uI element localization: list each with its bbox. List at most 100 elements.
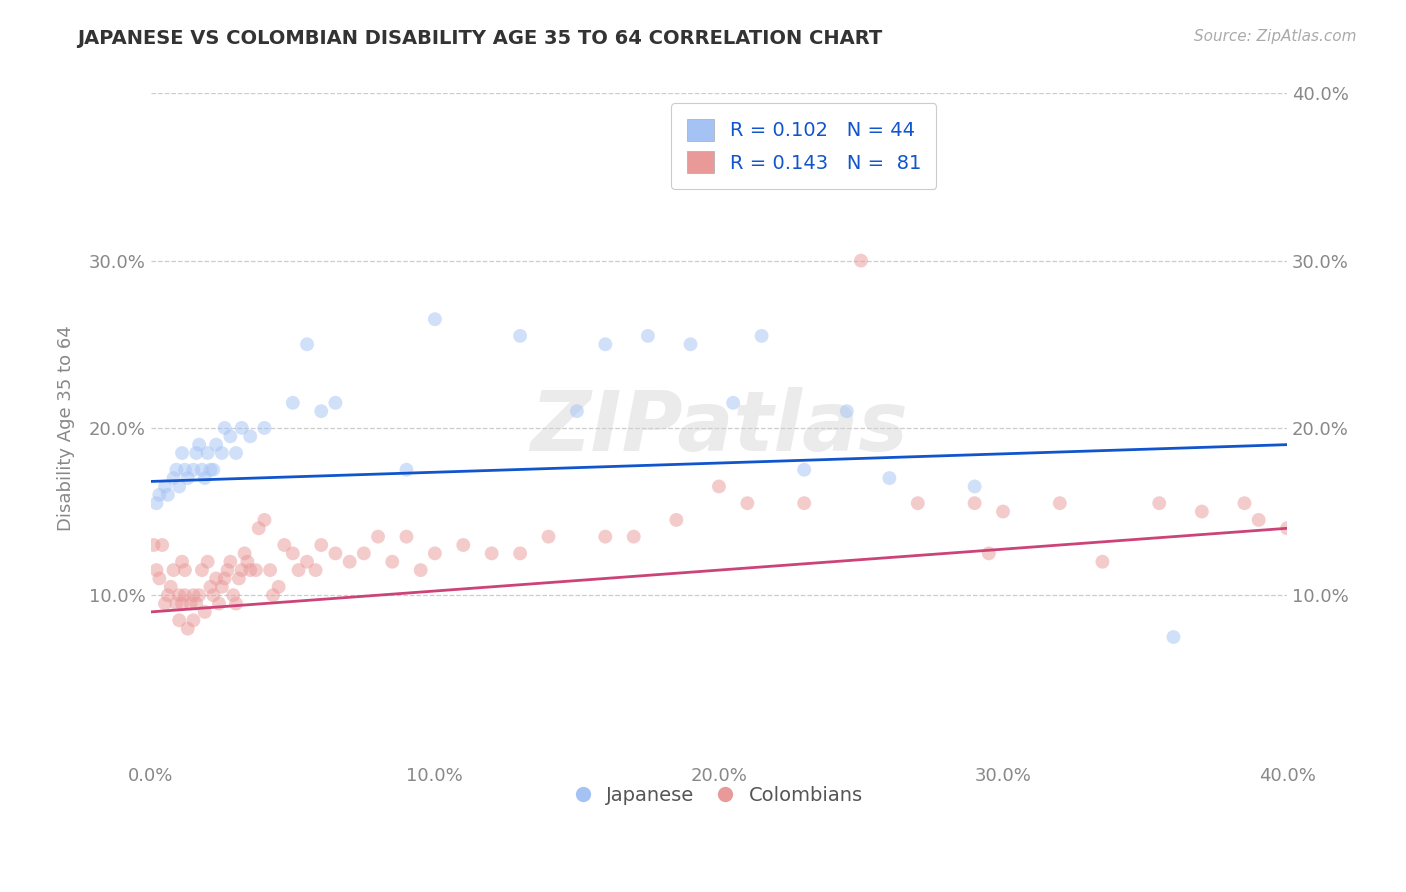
Point bbox=[325, 396, 347, 410]
Point bbox=[309, 538, 332, 552]
Point bbox=[153, 479, 176, 493]
Point bbox=[1163, 630, 1185, 644]
Point bbox=[200, 463, 222, 477]
Point bbox=[295, 337, 318, 351]
Point bbox=[879, 471, 901, 485]
Point bbox=[1275, 521, 1298, 535]
Point bbox=[170, 555, 193, 569]
Point bbox=[835, 404, 858, 418]
Point bbox=[679, 337, 702, 351]
Point bbox=[262, 588, 284, 602]
Point bbox=[214, 421, 236, 435]
Point bbox=[453, 538, 475, 552]
Point bbox=[177, 471, 200, 485]
Point bbox=[1149, 496, 1171, 510]
Point bbox=[174, 588, 197, 602]
Point bbox=[194, 605, 217, 619]
Point bbox=[150, 538, 173, 552]
Point bbox=[205, 437, 228, 451]
Point bbox=[423, 312, 446, 326]
Point bbox=[381, 555, 404, 569]
Point bbox=[509, 546, 531, 560]
Point bbox=[793, 496, 815, 510]
Point bbox=[977, 546, 1000, 560]
Point bbox=[191, 463, 214, 477]
Point bbox=[186, 446, 208, 460]
Point bbox=[245, 563, 267, 577]
Point bbox=[162, 563, 184, 577]
Point bbox=[170, 446, 193, 460]
Point bbox=[188, 588, 211, 602]
Point bbox=[219, 429, 242, 443]
Point bbox=[737, 496, 759, 510]
Point bbox=[253, 513, 276, 527]
Point bbox=[214, 572, 236, 586]
Point bbox=[233, 546, 256, 560]
Point bbox=[145, 563, 167, 577]
Point bbox=[194, 471, 217, 485]
Point bbox=[165, 597, 187, 611]
Point bbox=[253, 421, 276, 435]
Point bbox=[156, 588, 179, 602]
Point bbox=[231, 563, 253, 577]
Point bbox=[595, 337, 617, 351]
Point bbox=[236, 555, 259, 569]
Point bbox=[148, 572, 170, 586]
Y-axis label: Disability Age 35 to 64: Disability Age 35 to 64 bbox=[58, 325, 75, 531]
Point bbox=[177, 622, 200, 636]
Point bbox=[721, 396, 744, 410]
Point bbox=[167, 479, 190, 493]
Point bbox=[353, 546, 375, 560]
Point bbox=[183, 463, 205, 477]
Point bbox=[180, 597, 202, 611]
Point bbox=[295, 555, 318, 569]
Point bbox=[211, 446, 233, 460]
Point bbox=[186, 597, 208, 611]
Point bbox=[153, 597, 176, 611]
Point bbox=[1049, 496, 1071, 510]
Point bbox=[208, 597, 231, 611]
Point bbox=[1247, 513, 1270, 527]
Point bbox=[202, 588, 225, 602]
Point bbox=[225, 446, 247, 460]
Point bbox=[595, 530, 617, 544]
Point bbox=[565, 404, 588, 418]
Point bbox=[259, 563, 281, 577]
Point bbox=[273, 538, 295, 552]
Point bbox=[183, 613, 205, 627]
Point bbox=[197, 446, 219, 460]
Point bbox=[481, 546, 503, 560]
Point bbox=[267, 580, 290, 594]
Point bbox=[395, 463, 418, 477]
Point bbox=[225, 597, 247, 611]
Point bbox=[205, 572, 228, 586]
Point bbox=[637, 329, 659, 343]
Point bbox=[963, 496, 986, 510]
Point bbox=[148, 488, 170, 502]
Point bbox=[200, 580, 222, 594]
Point bbox=[217, 563, 239, 577]
Text: ZIPatlas: ZIPatlas bbox=[530, 387, 908, 468]
Point bbox=[1191, 504, 1213, 518]
Point bbox=[707, 479, 730, 493]
Point bbox=[665, 513, 688, 527]
Point bbox=[174, 463, 197, 477]
Point bbox=[170, 597, 193, 611]
Point bbox=[963, 479, 986, 493]
Point bbox=[162, 471, 184, 485]
Point bbox=[211, 580, 233, 594]
Text: Source: ZipAtlas.com: Source: ZipAtlas.com bbox=[1194, 29, 1357, 45]
Point bbox=[167, 588, 190, 602]
Point bbox=[239, 563, 262, 577]
Point bbox=[623, 530, 645, 544]
Point bbox=[159, 580, 181, 594]
Point bbox=[304, 563, 326, 577]
Point bbox=[165, 463, 187, 477]
Point bbox=[202, 463, 225, 477]
Point bbox=[197, 555, 219, 569]
Point bbox=[191, 563, 214, 577]
Point bbox=[367, 530, 389, 544]
Point bbox=[325, 546, 347, 560]
Point bbox=[156, 488, 179, 502]
Point bbox=[309, 404, 332, 418]
